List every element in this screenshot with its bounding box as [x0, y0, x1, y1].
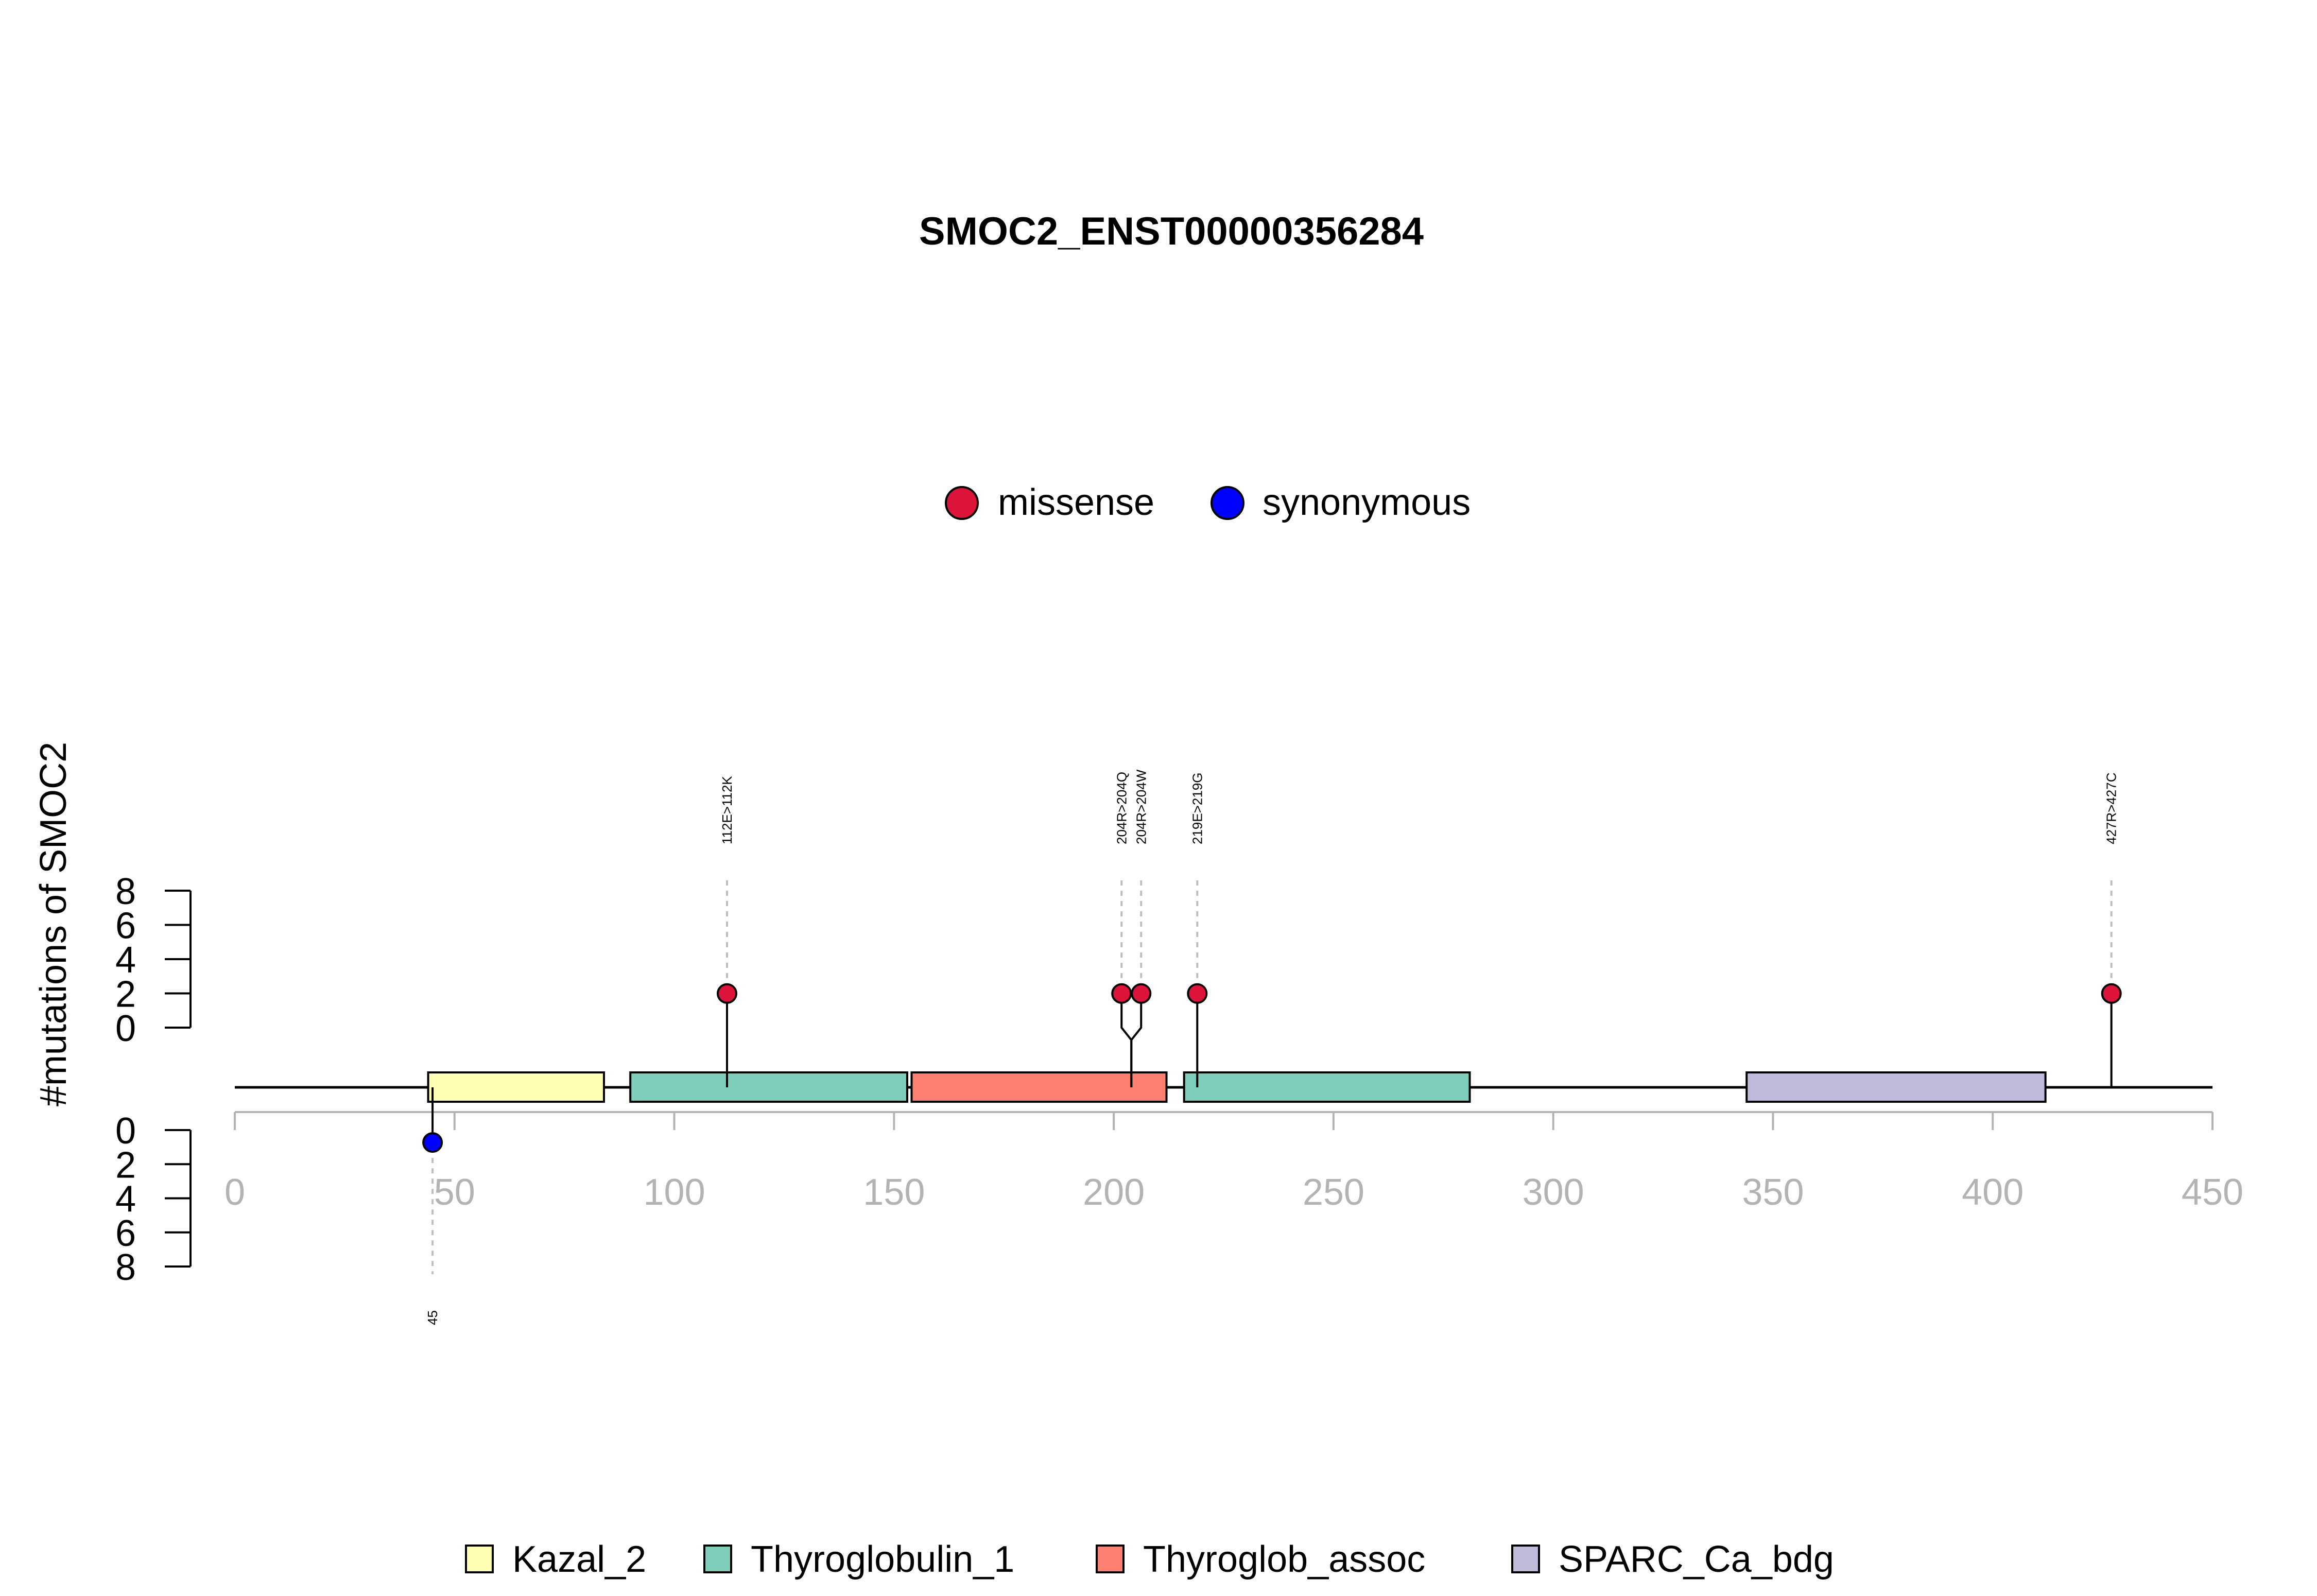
missense-legend-label: missense: [998, 482, 1154, 523]
mutation-label: 112E>112K: [719, 776, 735, 844]
synonymous-legend-swatch: [1211, 486, 1244, 520]
domain-legend-swatch: [1511, 1545, 1540, 1573]
y-top-tick-label: 6: [115, 906, 136, 947]
y-top-tick-label: 8: [115, 871, 136, 912]
domain-legend: Kazal_2 Thyroglobulin_1 Thyroglob_assoc SPA…: [465, 1539, 1834, 1580]
domain-thyroglobulin-1: [1183, 1071, 1471, 1103]
domain-kazal-2: [427, 1071, 605, 1103]
mutation-point-synonymous: [422, 1132, 443, 1153]
x-tick-label: 100: [643, 1172, 705, 1213]
y-top-tick-label: 2: [115, 974, 136, 1015]
mutation-label: 204R>204Q: [1114, 772, 1129, 844]
domain-legend-label: Kazal_2: [512, 1539, 646, 1580]
x-tick-label: 250: [1303, 1172, 1364, 1213]
mutation-label: 204R>204W: [1133, 769, 1149, 844]
domain-thyroglobulin-1: [629, 1071, 908, 1103]
y-axis-label: #mutations of SMOC2: [33, 742, 74, 1106]
y-top-tick-label: 0: [115, 1008, 136, 1049]
mutation-point-missense: [1111, 983, 1132, 1004]
mutation-point-missense: [1187, 983, 1208, 1004]
domain-legend-label: Thyroglobulin_1: [751, 1539, 1014, 1580]
x-tick-label: 150: [863, 1172, 925, 1213]
x-axis-ticks: 0 50 100 150 200 250 300 350 400 450: [224, 1112, 2243, 1213]
y-bottom-tick-label: 6: [115, 1213, 136, 1254]
mutation-label: 219E>219G: [1189, 772, 1205, 844]
x-tick-label: 0: [224, 1172, 245, 1213]
y-bottom-tick-label: 2: [115, 1144, 136, 1186]
mutation-type-legend: missense synonymous: [945, 482, 1471, 523]
x-tick-label: 50: [434, 1172, 475, 1213]
x-tick-label: 200: [1083, 1172, 1145, 1213]
mutation-stem: [1130, 993, 1143, 1087]
mutation-point-missense: [1131, 983, 1152, 1004]
missense-legend-swatch: [945, 486, 979, 520]
y-top-tick-label: 4: [115, 940, 136, 981]
x-tick-label: 300: [1523, 1172, 1584, 1213]
x-tick-label: 400: [1962, 1172, 2024, 1213]
mutation-point-missense: [716, 983, 737, 1004]
chart-title: SMOC2_ENST00000356284: [919, 210, 1424, 253]
x-tick-label: 450: [2182, 1172, 2243, 1213]
synonymous-legend-label: synonymous: [1263, 482, 1471, 523]
y-bottom-tick-label: 0: [115, 1111, 136, 1152]
domain-legend-swatch: [1096, 1545, 1125, 1573]
domain-legend-swatch: [465, 1545, 494, 1573]
x-tick-label: 350: [1742, 1172, 1804, 1213]
mutation-label: 427R>427C: [2104, 773, 2119, 845]
mutation-label: 45: [425, 1310, 440, 1325]
domain-thyroglob-assoc: [910, 1071, 1168, 1103]
protein-domains: [427, 1071, 2047, 1103]
domain-legend-label: SPARC_Ca_bdg: [1559, 1539, 1834, 1580]
y-bottom-tick-label: 8: [115, 1247, 136, 1288]
mutation-lollipops: 112E>112K 204R>204Q 204R>204W 219E>219G 427R…: [422, 769, 2122, 1325]
mutation-point-missense: [2101, 983, 2122, 1004]
domain-legend-label: Thyroglob_assoc: [1143, 1539, 1425, 1580]
y-bottom-tick-label: 4: [115, 1179, 136, 1220]
domain-sparc-ca-bdg: [1745, 1071, 2047, 1103]
domain-legend-swatch: [703, 1545, 732, 1573]
